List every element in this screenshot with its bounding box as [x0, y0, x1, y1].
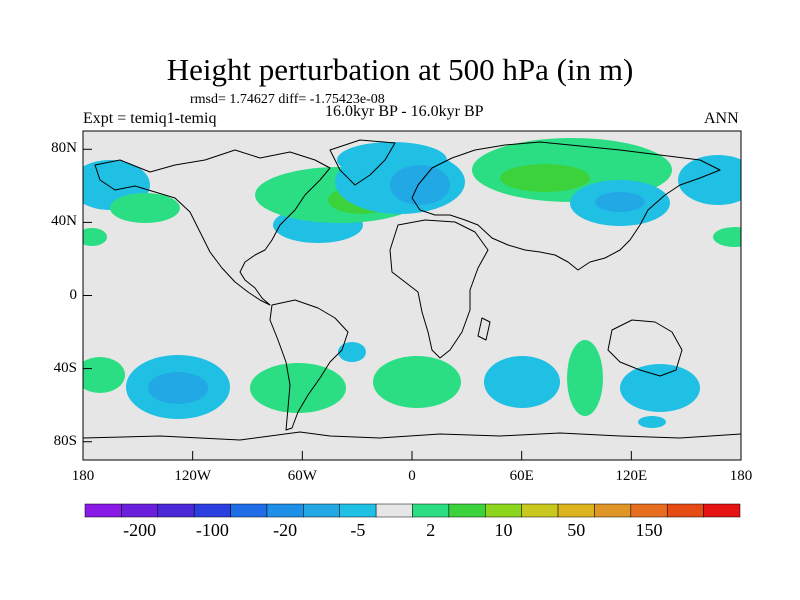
coastline-greenland — [329, 139, 396, 186]
anomaly-west-pacific-pos — [713, 227, 741, 247]
anomaly-s-atlantic-pos — [373, 356, 461, 408]
anomaly-south — [83, 340, 700, 428]
colorbar-box — [339, 503, 377, 518]
colorbar-label: -200 — [123, 520, 157, 540]
chart-title: Height perturbation at 500 hPa (in m) — [166, 52, 634, 87]
x-tick-label: 0 — [408, 468, 416, 484]
colorbar-box — [703, 503, 741, 518]
colorbar-box — [630, 503, 668, 518]
colorbar-box — [303, 503, 340, 518]
coastlines — [83, 139, 741, 441]
x-tick-label: 120W — [174, 468, 211, 484]
anomaly-east-pacific-pos — [83, 228, 107, 246]
anomaly-s-atlantic-neg — [338, 342, 366, 362]
colorbar-box — [266, 503, 304, 518]
colorbar-label: 10 — [494, 520, 513, 540]
anomaly-siberia-pos-core — [500, 164, 590, 192]
colorbar-label: -20 — [273, 520, 298, 540]
y-tick-label: 0 — [69, 286, 78, 303]
anomaly-indian-neg — [484, 356, 560, 408]
colorbar-box — [666, 503, 704, 518]
anomaly-europe-neg-core — [390, 165, 450, 205]
colorbar-label: 2 — [426, 520, 436, 540]
anomaly-north — [83, 138, 741, 247]
colorbar-box — [557, 503, 595, 518]
x-tick-label: 180 — [71, 468, 95, 484]
colorbar-box — [485, 503, 522, 518]
x-tick-label: 60E — [509, 468, 534, 484]
colorbar-label: 150 — [635, 520, 663, 540]
y-tick-label: 40N — [51, 213, 77, 230]
coastline-north-america — [94, 149, 331, 306]
anomaly-tasman-neg — [638, 416, 666, 428]
colorbar-box — [157, 503, 195, 518]
coastline-south-america — [269, 299, 349, 431]
coastline-madagascar — [477, 317, 491, 341]
x-tick-label: 60W — [287, 468, 317, 484]
colorbar-box — [412, 503, 450, 518]
tick-marks — [82, 148, 742, 460]
colorbar-label: -100 — [195, 520, 229, 540]
colorbar-box — [375, 503, 413, 518]
anomaly-s-pacific-pos — [83, 357, 125, 393]
colorbar — [84, 503, 741, 518]
colorbar-box — [594, 503, 632, 518]
anomaly-s-pacific-neg-core — [148, 372, 208, 404]
anomaly-indian-pos — [567, 340, 603, 416]
colorbar-box — [121, 503, 159, 518]
period-label: 16.0kyr BP - 16.0kyr BP — [325, 103, 484, 120]
colorbar-box — [230, 503, 268, 518]
x-tick-label: 120E — [615, 468, 648, 484]
coastline-eurasia — [411, 141, 721, 271]
colorbar-label: -5 — [350, 520, 366, 540]
stats-line: rmsd= 1.74627 diff= -1.75423e-08 — [190, 92, 385, 107]
season-label: ANN — [704, 110, 739, 127]
coastline-africa — [389, 219, 489, 359]
colorbar-label: 50 — [567, 520, 586, 540]
y-tick-label: 80S — [53, 432, 77, 449]
x-tick-label: 180 — [729, 468, 753, 484]
experiment-label: Expt = temiq1-temiq — [83, 110, 217, 127]
colorbar-box — [448, 503, 486, 518]
coastline-antarctica — [83, 431, 741, 441]
coastline-australia — [607, 319, 683, 377]
anomaly-s-america-pos — [250, 363, 346, 413]
anomaly-north-america-pos — [110, 193, 180, 223]
colorbar-box — [193, 503, 231, 518]
colorbar-box — [521, 503, 559, 518]
anomaly-australia-neg — [620, 364, 700, 412]
anomaly-ne-pacific-neg — [678, 155, 741, 205]
colorbar-box — [84, 503, 122, 518]
anomaly-east-asia-neg-core — [595, 192, 645, 212]
y-tick-label: 80N — [51, 140, 77, 157]
y-tick-label: 40S — [53, 359, 77, 376]
